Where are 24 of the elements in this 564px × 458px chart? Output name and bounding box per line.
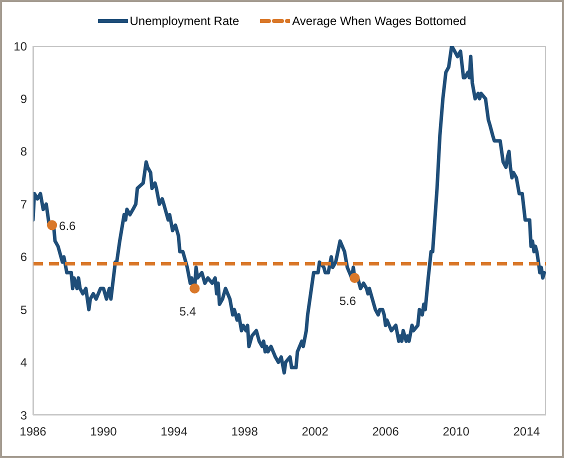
y-tick-label: 6 [20, 250, 28, 264]
data-label: 6.6 [59, 219, 76, 234]
y-tick-label: 7 [20, 197, 28, 212]
x-tick-label: 2014 [513, 424, 540, 439]
y-tick-label: 10 [14, 39, 28, 54]
y-tick-label: 8 [20, 144, 28, 159]
point [46, 220, 58, 230]
x-tick-label: 1994 [160, 424, 188, 439]
y-tick-label: 9 [20, 92, 28, 106]
x-tick-label: 1998 [231, 424, 258, 439]
x-tick-label: 2002 [302, 424, 329, 439]
y-tick-label: 5 [20, 302, 28, 317]
y-tick-label: 4 [20, 356, 28, 370]
point [350, 272, 360, 283]
y-tick-label: 3 [20, 408, 28, 422]
data-label: 5.4 [179, 304, 196, 318]
x-tick-label: 1990 [90, 424, 118, 439]
x-tick-label: 2006 [372, 424, 400, 439]
x-tick-label: 2010 [442, 424, 470, 439]
data-label: 5.6 [339, 294, 356, 308]
point [190, 283, 200, 294]
legend-label: Unemployment Rate [130, 14, 240, 28]
x-tick-label: 1986 [20, 424, 47, 439]
legend-label: Average When Wages Bottomed [292, 14, 466, 28]
